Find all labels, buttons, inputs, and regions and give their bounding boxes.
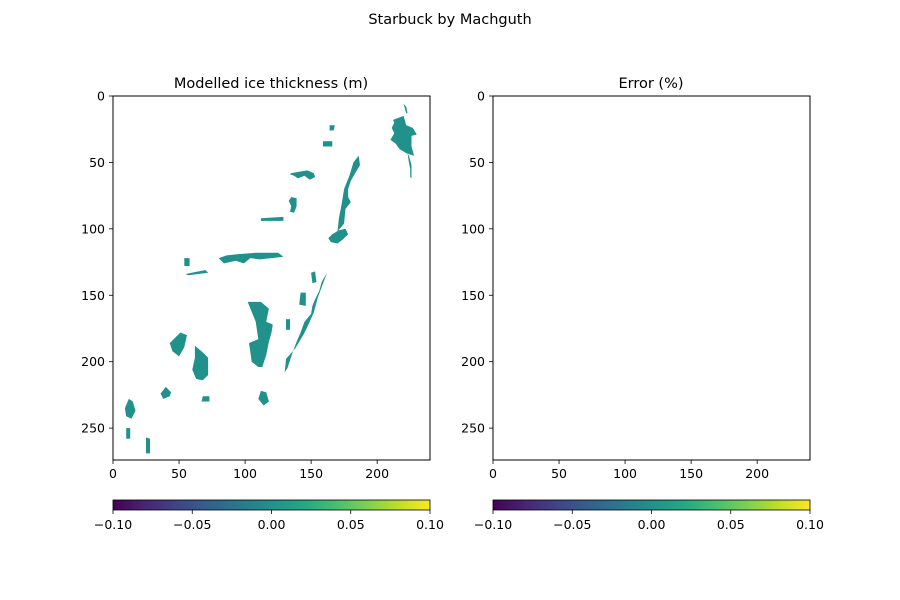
panel-error: Error (%) 0 50 100 150 200 0 50 100 150 200 250 −0… [461, 76, 824, 532]
y-tick-label: 150 [461, 288, 485, 303]
colorbar: −0.10 −0.05 0.00 0.05 0.10 [94, 499, 444, 532]
map-region-scatter-h [126, 428, 131, 439]
map-region-left-small-blob [160, 386, 172, 399]
map-region-scatter-e [311, 271, 317, 284]
x-tick-label: 200 [365, 466, 389, 481]
y-tick-label: 250 [461, 421, 485, 436]
map-region-scatter-j [286, 319, 290, 330]
y-tick-label: 0 [97, 89, 105, 104]
y-tick-label: 50 [469, 155, 485, 170]
map-region-scatter-f [299, 292, 306, 306]
map-region-scatter-g [184, 258, 190, 266]
colorbar-tick-label: −0.10 [474, 517, 512, 532]
y-tick-label: 0 [477, 89, 485, 104]
y-tick-label: 100 [461, 221, 485, 236]
panel-ice-thickness: Modelled ice thickness (m) 0 50 100 150 2000… [81, 76, 444, 532]
axis-ticks: 0 50 100 150 200 0 50 100 150 200 250 [81, 89, 389, 482]
colorbar-tick-label: −0.05 [173, 517, 211, 532]
colorbar-tick-label: 0.10 [416, 517, 444, 532]
figure-suptitle: Starbuck by Machguth [368, 12, 531, 28]
map-region-ne-glacier-tongue [407, 153, 412, 179]
map-region-south-ridge [284, 272, 327, 373]
plot-frame [112, 95, 431, 461]
x-tick-label: 150 [679, 466, 703, 481]
x-tick-label: 50 [171, 466, 187, 481]
colorbar-ticks: −0.10 −0.05 0.00 0.05 0.10 [474, 510, 824, 532]
plot-frame [492, 95, 811, 461]
y-tick-label: 200 [461, 354, 485, 369]
map-region-scatter-d [323, 141, 333, 147]
map-region-scatter-c [260, 216, 284, 221]
x-tick-label: 200 [745, 466, 769, 481]
panel-title: Error (%) [618, 76, 683, 92]
y-tick-label: 200 [81, 354, 105, 369]
map-region-lower-center [258, 390, 269, 406]
x-tick-label: 100 [613, 466, 637, 481]
colorbar-tick-label: 0.05 [337, 517, 365, 532]
map-region-sw-strip [146, 437, 150, 454]
map-region-scatter-b [201, 396, 210, 402]
colorbar-tick-label: 0.10 [796, 517, 824, 532]
map-region-left-blob [169, 332, 187, 357]
colorbar-ticks: −0.10 −0.05 0.00 0.05 0.10 [94, 510, 444, 532]
map-region-central-ridge [337, 155, 360, 232]
map-region-ne-glacier-strip [403, 104, 408, 114]
map-region-mid-cluster-b [288, 197, 297, 213]
colorbar: −0.10 −0.05 0.00 0.05 0.10 [474, 499, 824, 532]
x-tick-label: 150 [299, 466, 323, 481]
map-region-mid-right-cluster [290, 170, 316, 180]
map-region-ne-glacier-head [390, 115, 417, 156]
map-region-central-ridge-lobe [328, 228, 349, 244]
colorbar-tick-label: −0.05 [553, 517, 591, 532]
map-region-diagonal-strip [218, 252, 284, 264]
panel-title: Modelled ice thickness (m) [174, 76, 368, 92]
colorbar-tick-label: 0.00 [258, 517, 286, 532]
colorbar-gradient [112, 499, 431, 511]
y-tick-label: 50 [89, 155, 105, 170]
axis-ticks: 0 50 100 150 200 0 50 100 150 200 250 [461, 89, 769, 482]
map-region-scatter-a [185, 270, 209, 276]
colorbar-tick-label: 0.05 [717, 517, 745, 532]
x-tick-label: 50 [551, 466, 567, 481]
ice-thickness-map [124, 104, 417, 454]
map-region-central-blob [247, 301, 273, 367]
x-tick-label: 0 [109, 466, 117, 481]
colorbar-tick-label: −0.10 [94, 517, 132, 532]
colorbar-tick-label: 0.00 [638, 517, 666, 532]
map-region-west-edge-strip [124, 398, 136, 419]
y-tick-label: 250 [81, 421, 105, 436]
y-tick-label: 150 [81, 288, 105, 303]
y-tick-label: 100 [81, 221, 105, 236]
map-region-lower-left-blob [192, 345, 209, 381]
map-region-scatter-i [329, 125, 335, 131]
colorbar-gradient [492, 499, 811, 511]
x-tick-label: 0 [489, 466, 497, 481]
x-tick-label: 100 [233, 466, 257, 481]
